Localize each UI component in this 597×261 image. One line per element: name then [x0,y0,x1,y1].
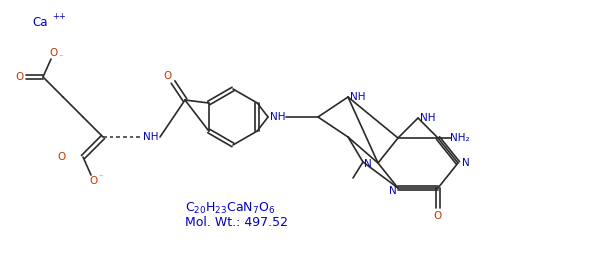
Text: Mol. Wt.: 497.52: Mol. Wt.: 497.52 [185,216,288,228]
Text: NH: NH [143,132,159,142]
Text: O: O [16,72,24,82]
Text: ⁻: ⁻ [59,52,63,62]
Text: N: N [462,158,470,168]
Text: ⁻: ⁻ [99,173,103,181]
Text: Ca: Ca [32,16,48,29]
Text: N: N [364,159,372,169]
Text: NH: NH [270,112,286,122]
Text: O: O [89,176,97,186]
Text: O: O [49,48,57,58]
Text: N: N [389,186,397,196]
Text: O: O [434,211,442,221]
Text: ++: ++ [52,12,66,21]
Text: C$_{20}$H$_{23}$CaN$_{7}$O$_{6}$: C$_{20}$H$_{23}$CaN$_{7}$O$_{6}$ [185,200,275,216]
Text: NH: NH [350,92,366,102]
Text: NH: NH [420,113,436,123]
Text: O: O [57,152,65,162]
Text: NH₂: NH₂ [450,133,470,143]
Text: O: O [163,71,171,81]
